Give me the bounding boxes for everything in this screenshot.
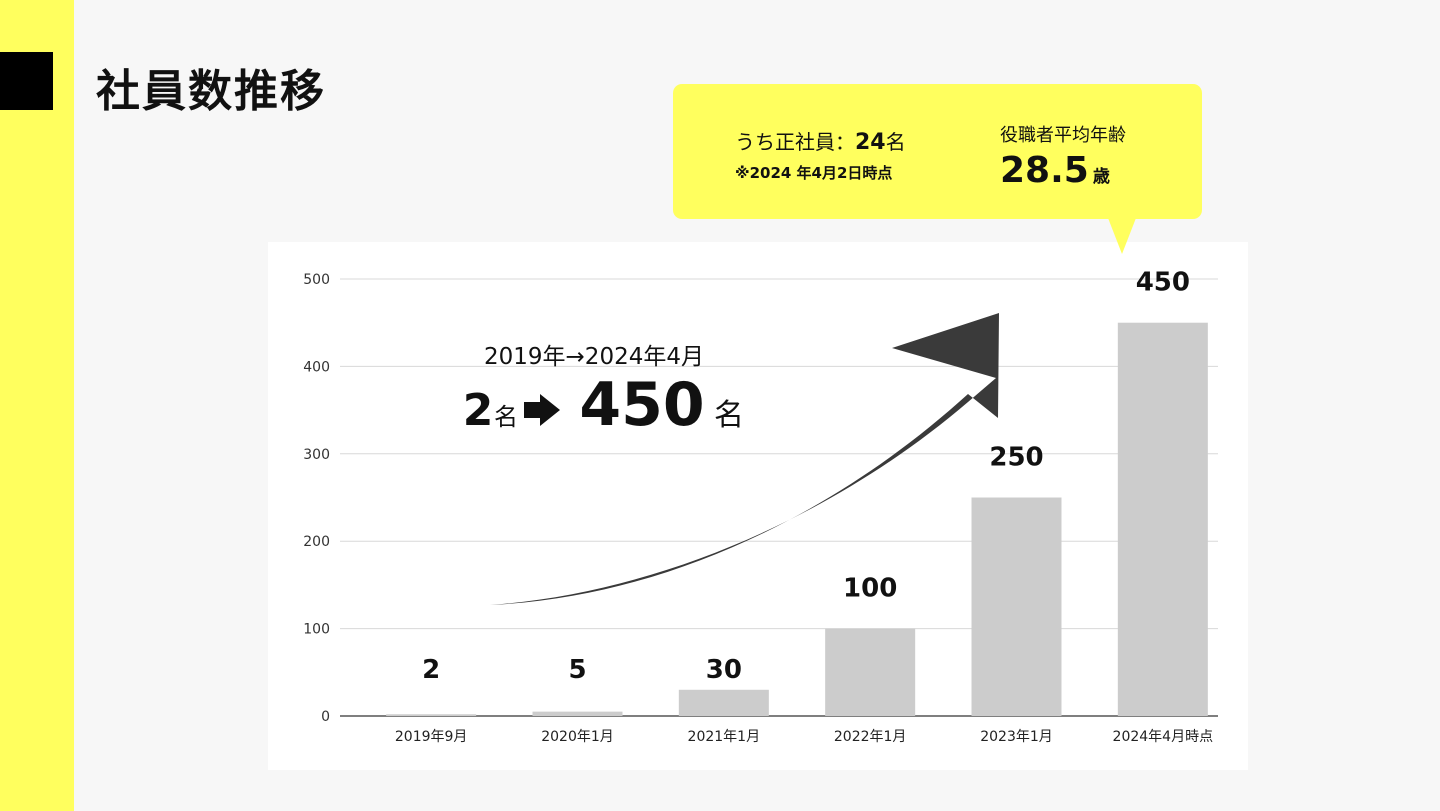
headline-period: 2019年→2024年4月 [484,344,704,370]
data-label: 100 [843,574,897,604]
y-tick-label: 300 [303,447,330,463]
age-value: 28.5 [1000,150,1089,191]
bar [386,714,477,716]
as-of-note: ※2024 年4月2日時点 [735,164,893,182]
headline-to-unit: 名 [714,398,744,433]
staff-count: 24 [855,130,886,155]
accent-strip [0,0,74,811]
y-tick-label: 400 [303,359,330,375]
manager-age: 28.5 歳 [1000,150,1110,191]
staff-prefix: うち正社員： [735,130,855,154]
x-tick-label: 2019年9月 [395,729,468,745]
page-title: 社員数推移 [96,66,326,117]
x-tick-label: 2023年1月 [980,729,1053,745]
y-tick-label: 200 [303,534,330,550]
bar [678,689,769,716]
title-marker [0,52,53,110]
regular-staff-line: うち正社員：24名 [735,126,906,155]
headline-from-unit: 名 [494,403,518,431]
chart-card: 0 100 200 300 400 500 2 5 30 100 250 450 2019年9月 20… [268,242,1248,770]
x-tick-label: 2020年1月 [541,729,614,745]
x-tick-label: 2024年4月時点 [1113,729,1214,745]
data-label: 5 [568,655,586,685]
growth-arrow [490,313,999,605]
headline-to-value: 450 [579,370,704,440]
manager-age-label: 役職者平均年齢 [1000,125,1126,146]
bar [825,628,916,716]
headline-from-value: 2 [463,385,494,436]
y-tick-label: 500 [303,272,330,288]
bar [1117,322,1208,716]
data-label: 450 [1136,268,1190,298]
data-label: 2 [422,655,440,685]
y-tick-label: 100 [303,622,330,638]
bar-chart: 0 100 200 300 400 500 2 5 30 100 250 450 2019年9月 20… [303,268,1218,745]
callout-box: うち正社員：24名 ※2024 年4月2日時点 役職者平均年齢 28.5 歳 [673,84,1202,219]
x-tick-label: 2022年1月 [834,729,907,745]
bar [971,497,1062,716]
right-arrow-icon [524,394,560,426]
data-label: 30 [706,655,742,685]
age-unit: 歳 [1092,167,1110,187]
data-label: 250 [989,443,1043,473]
staff-unit: 名 [885,130,906,154]
x-tick-label: 2021年1月 [688,729,761,745]
y-tick-label: 0 [321,709,330,725]
callout-pointer [1108,218,1136,254]
bar [532,711,623,716]
